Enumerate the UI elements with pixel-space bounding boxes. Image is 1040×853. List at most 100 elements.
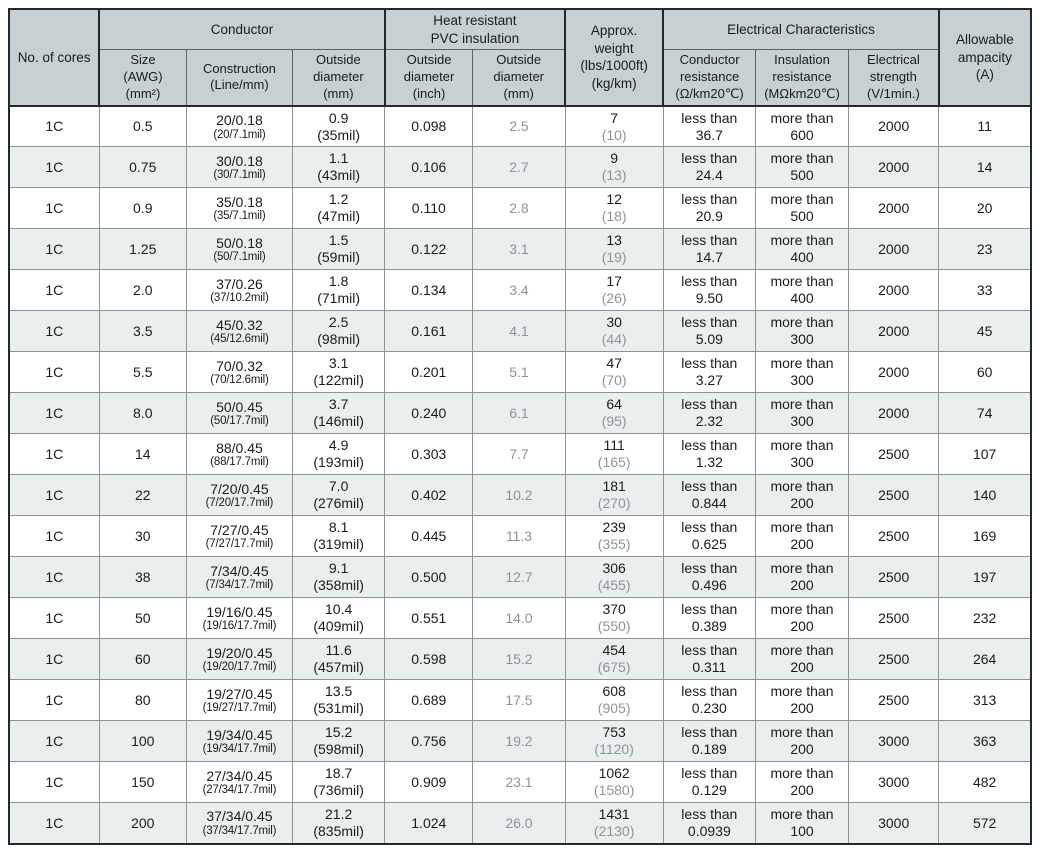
cell-line: 64	[606, 396, 622, 413]
cell-insulation-resistance: more than 200	[754, 556, 850, 599]
cell-insulation-od-mm: 5.1	[472, 351, 566, 394]
cell-line: 35/0.18	[216, 193, 263, 210]
cell-line: (193mil)	[313, 454, 364, 471]
cell-conductor-resistance: less than 20.9	[662, 187, 756, 230]
cell-line: 300	[790, 331, 814, 348]
cell-weight: 454 (675)	[564, 638, 664, 681]
cell-line: 0.230	[691, 700, 727, 717]
header-group-insulation: Heat resistant PVC insulation	[383, 8, 566, 51]
cell-line: 7/27/0.45	[210, 521, 269, 538]
cell-construction: 19/20/0.45 (19/20/17.7mil)	[185, 638, 294, 681]
cell-line: (13)	[601, 167, 627, 184]
cell-electrical-strength: 2000	[848, 146, 940, 189]
cell-line: 0.9	[328, 109, 349, 126]
cell-line: 5.09	[695, 331, 723, 348]
cell-cores: 1C	[8, 269, 100, 312]
cell-weight: 9 (13)	[564, 146, 664, 189]
cell-line: more than	[770, 683, 834, 700]
cell-line: (47mil)	[317, 208, 361, 225]
cell-size: 14	[98, 433, 187, 476]
cell-conductor-od-mm: 8.1 (319mil)	[292, 515, 386, 558]
cell-line: 47	[606, 355, 622, 372]
cell-insulation-resistance: more than 300	[754, 310, 850, 353]
cell-construction: 19/34/0.45 (19/34/17.7mil)	[185, 720, 294, 763]
cell-weight: 17 (26)	[564, 269, 664, 312]
cell-ampacity: 197	[938, 556, 1032, 599]
cell-conductor-resistance: less than 0.844	[662, 474, 756, 517]
cell-weight: 13 (19)	[564, 228, 664, 271]
cell-electrical-strength: 3000	[848, 761, 940, 804]
cell-line: 300	[790, 413, 814, 430]
cell-line: 9.1	[328, 560, 349, 577]
cell-size: 8.0	[98, 392, 187, 435]
cell-cores: 1C	[8, 433, 100, 476]
cell-cores: 1C	[8, 761, 100, 804]
cell-line: more than	[770, 642, 834, 659]
cell-line: 454	[602, 642, 626, 659]
cell-electrical-strength: 2500	[848, 597, 940, 640]
cell-ampacity: 33	[938, 269, 1032, 312]
cell-line: 21.2	[325, 806, 353, 823]
cell-line: 1.1	[328, 150, 349, 167]
cell-ampacity: 169	[938, 515, 1032, 558]
cell-line: more than	[770, 478, 834, 495]
cell-insulation-od-mm: 4.1	[472, 310, 566, 353]
cell-line: less than	[681, 314, 738, 331]
cell-weight: 1431 (2130)	[564, 802, 664, 845]
cell-line: 9	[610, 150, 619, 167]
cell-line: 14.7	[695, 249, 723, 266]
cell-line: 7/20/0.45	[210, 480, 269, 497]
cell-line: more than	[770, 560, 834, 577]
cell-line: (550)	[597, 618, 631, 635]
table-header: No. of cores Conductor Heat resistant PV…	[8, 8, 1032, 107]
cell-line: 10.4	[325, 601, 353, 618]
cell-ampacity: 264	[938, 638, 1032, 681]
header-size: Size (AWG) (mm²)	[98, 49, 187, 107]
cell-line: 70/0.32	[216, 357, 263, 374]
cell-line: (19/20/17.7mil)	[202, 661, 277, 674]
cell-line: 300	[790, 372, 814, 389]
cell-cores: 1C	[8, 146, 100, 189]
cell-conductor-resistance: less than 0.189	[662, 720, 756, 763]
cell-insulation-od-inch: 0.445	[384, 515, 474, 558]
cell-weight: 370 (550)	[564, 597, 664, 640]
cell-ampacity: 74	[938, 392, 1032, 435]
cell-line: less than	[681, 232, 738, 249]
cell-line: (122mil)	[313, 372, 364, 389]
cell-ampacity: 482	[938, 761, 1032, 804]
cell-line: less than	[681, 150, 738, 167]
cell-ampacity: 20	[938, 187, 1032, 230]
cell-conductor-od-mm: 10.4 (409mil)	[292, 597, 386, 640]
cell-conductor-od-mm: 1.5 (59mil)	[292, 228, 386, 271]
cell-ampacity: 572	[938, 802, 1032, 845]
cell-line: more than	[770, 232, 834, 249]
header-no-of-cores: No. of cores	[8, 8, 100, 107]
cell-line: (43mil)	[317, 167, 361, 184]
cell-insulation-od-inch: 1.024	[384, 802, 474, 845]
cell-size: 0.75	[98, 146, 187, 189]
cell-line: 200	[790, 659, 814, 676]
cell-line: (146mil)	[313, 413, 364, 430]
cell-electrical-strength: 3000	[848, 802, 940, 845]
cell-line: (37/10.2mil)	[210, 292, 269, 305]
cell-cores: 1C	[8, 638, 100, 681]
cell-line: 1.2	[328, 191, 349, 208]
cell-electrical-strength: 2000	[848, 310, 940, 353]
table-row: 1C 200 37/34/0.45 (37/34/17.7mil) 21.2 (835mi…	[8, 802, 1032, 845]
cell-line: (7/27/17.7mil)	[205, 538, 274, 551]
cell-insulation-od-mm: 3.1	[472, 228, 566, 271]
cell-construction: 20/0.18 (20/7.1mil)	[185, 105, 294, 148]
cell-weight: 753 (1120)	[564, 720, 664, 763]
cell-line: (319mil)	[313, 536, 364, 553]
cell-line: (7/20/17.7mil)	[205, 497, 274, 510]
cell-line: 13	[606, 232, 622, 249]
cell-electrical-strength: 2500	[848, 474, 940, 517]
cell-conductor-resistance: less than 1.32	[662, 433, 756, 476]
cell-conductor-resistance: less than 0.496	[662, 556, 756, 599]
header-construction: Construction (Line/mm)	[185, 49, 294, 107]
cell-line: more than	[770, 150, 834, 167]
cell-line: 20.9	[695, 208, 723, 225]
cell-line: 400	[790, 290, 814, 307]
cell-size: 50	[98, 597, 187, 640]
cell-insulation-od-inch: 0.098	[384, 105, 474, 148]
